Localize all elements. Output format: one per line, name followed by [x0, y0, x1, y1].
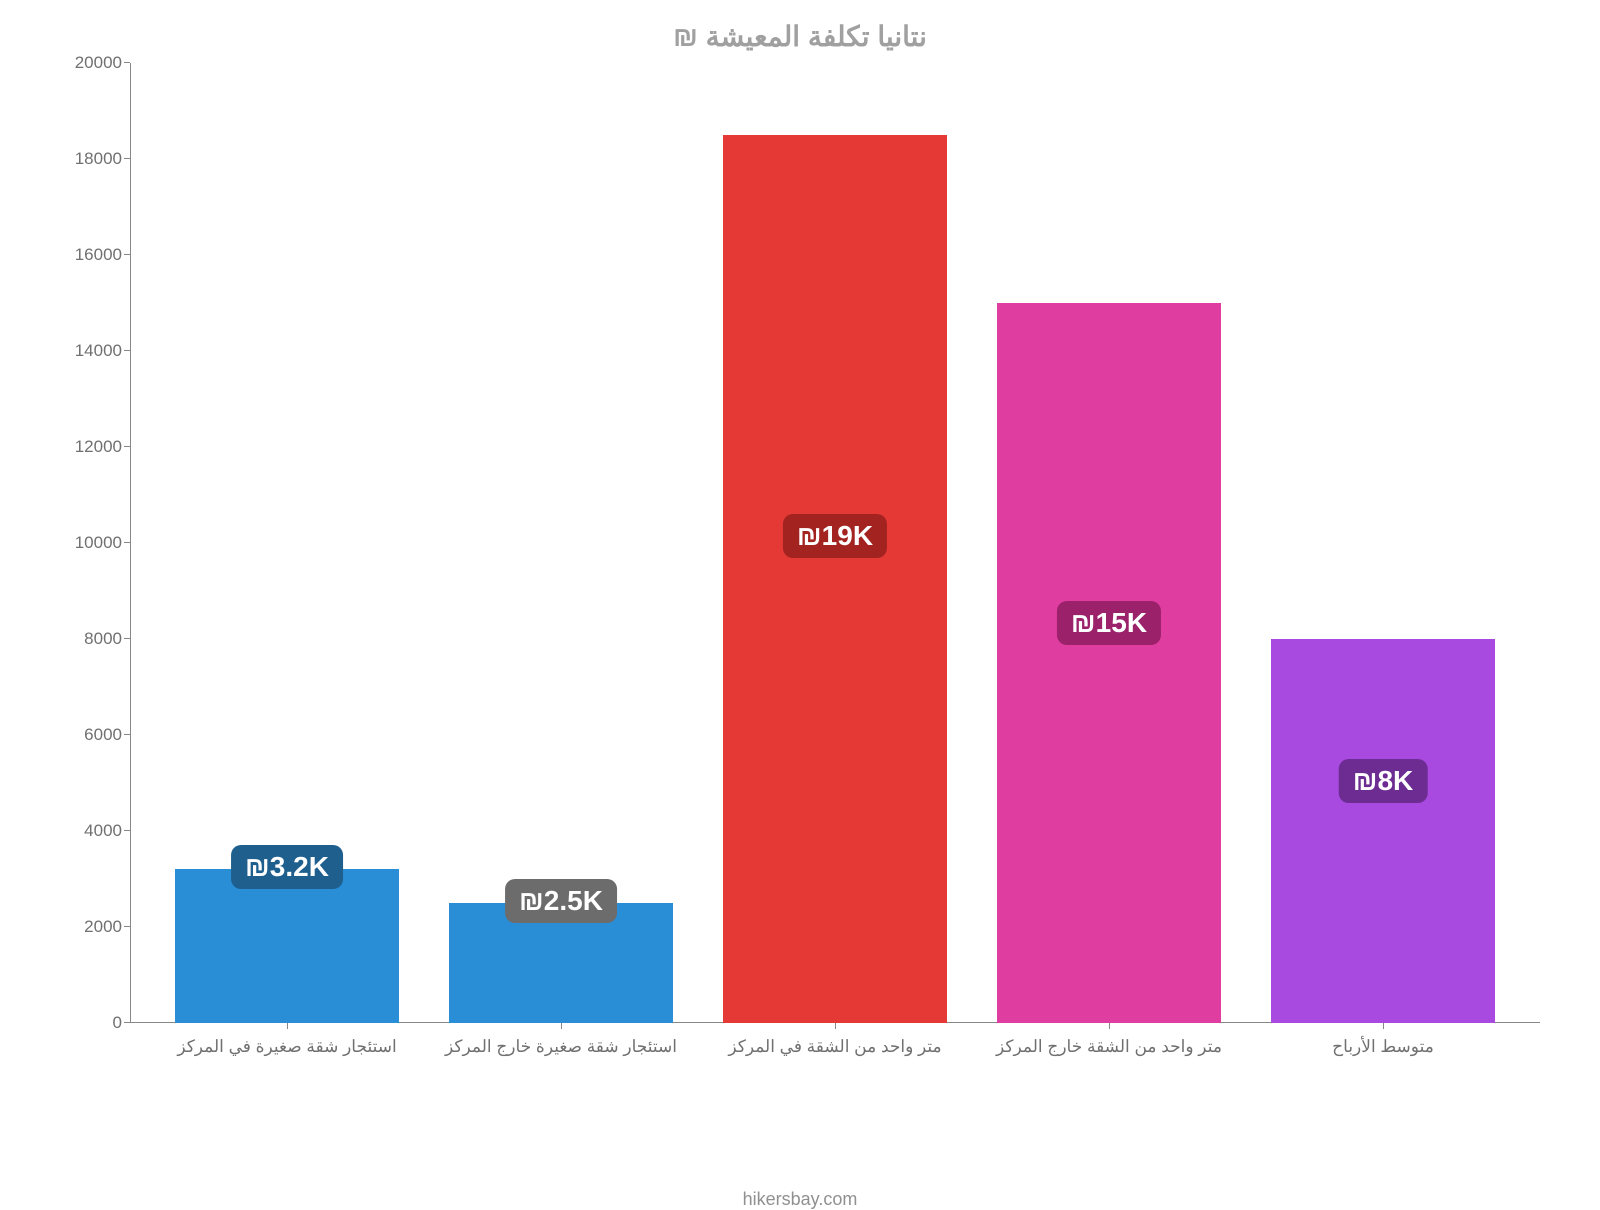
bar-value-badge: ₪19K	[783, 514, 887, 558]
plot-area: 0200040006000800010000120001400016000180…	[130, 63, 1540, 1023]
y-tick-label: 18000	[75, 149, 122, 169]
x-tick-mark	[835, 1023, 836, 1029]
chart-container: نتانيا تكلفة المعيشة ₪ 02000400060008000…	[40, 20, 1560, 1120]
y-axis: 0200040006000800010000120001400016000180…	[40, 63, 130, 1023]
x-tick-mark	[1109, 1023, 1110, 1029]
y-tick-label: 10000	[75, 533, 122, 553]
bar-value-badge: ₪3.2K	[231, 845, 343, 889]
bar-slot: ₪3.2K	[150, 63, 424, 1023]
bar: ₪2.5K	[449, 903, 674, 1023]
bars-group: ₪3.2K ₪2.5K ₪19K ₪15K ₪8K	[130, 63, 1540, 1023]
x-tick-mark	[1383, 1023, 1384, 1029]
bar-slot: ₪8K	[1246, 63, 1520, 1023]
y-tick-label: 0	[113, 1013, 122, 1033]
y-tick-label: 14000	[75, 341, 122, 361]
bar-slot: ₪15K	[972, 63, 1246, 1023]
bar-slot: ₪19K	[698, 63, 972, 1023]
y-tick-label: 4000	[84, 821, 122, 841]
bar: ₪15K	[997, 303, 1222, 1023]
y-tick-label: 12000	[75, 437, 122, 457]
y-tick-label: 20000	[75, 53, 122, 73]
bar-value-badge: ₪2.5K	[505, 879, 617, 923]
chart-title: نتانيا تكلفة المعيشة ₪	[40, 20, 1560, 53]
x-tick-mark	[287, 1023, 288, 1029]
y-tick-label: 8000	[84, 629, 122, 649]
bar-value-badge: ₪15K	[1057, 601, 1161, 645]
x-tick-mark	[561, 1023, 562, 1029]
y-tick-label: 2000	[84, 917, 122, 937]
y-tick-label: 16000	[75, 245, 122, 265]
bar-value-badge: ₪8K	[1339, 759, 1428, 803]
y-tick-label: 6000	[84, 725, 122, 745]
bar: ₪3.2K	[175, 869, 400, 1023]
bar-slot: ₪2.5K	[424, 63, 698, 1023]
bar: ₪8K	[1271, 639, 1496, 1023]
bar: ₪19K	[723, 135, 948, 1023]
